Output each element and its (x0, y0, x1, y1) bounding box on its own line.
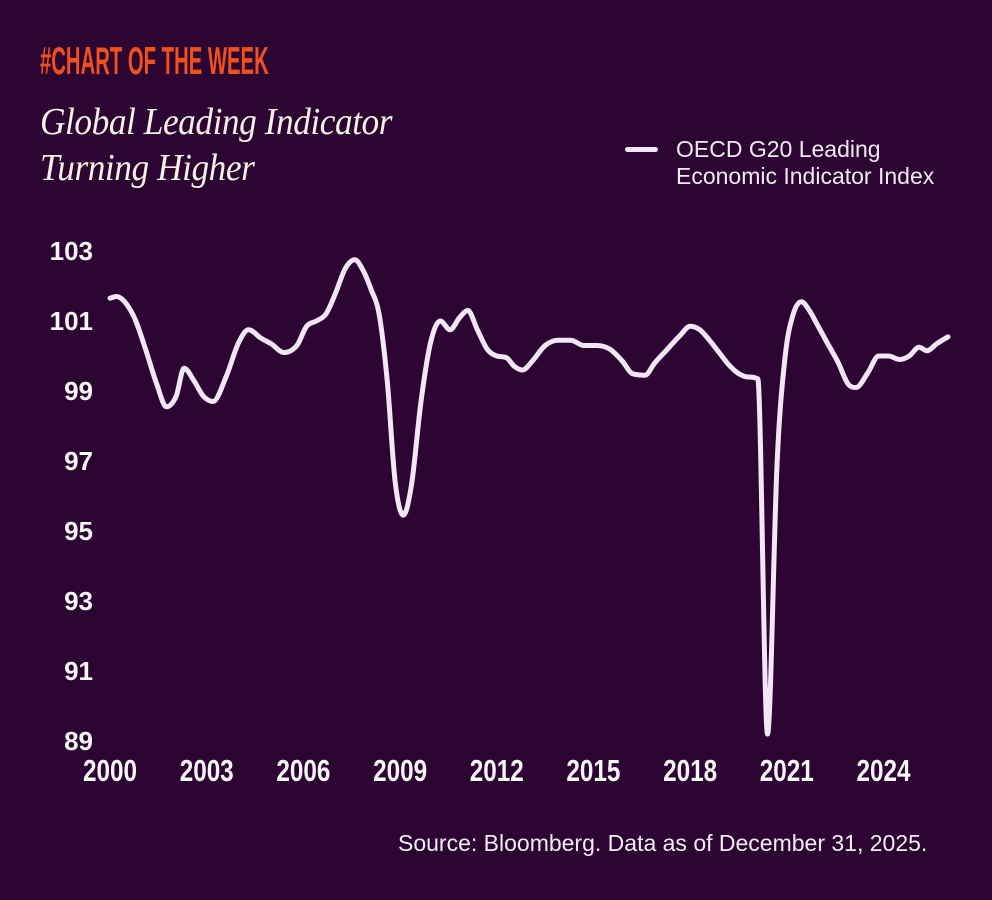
page-title: Global Leading Indicator Turning Higher (40, 100, 393, 191)
x-axis-tick-label: 2006 (276, 753, 330, 788)
y-axis-tick-label: 91 (64, 656, 93, 686)
series-line (107, 257, 951, 737)
y-axis-tick-label: 97 (64, 446, 93, 476)
y-axis-tick-label: 93 (64, 586, 93, 616)
y-axis-tick-label: 89 (64, 726, 93, 756)
x-axis-tick-label: 2012 (470, 753, 524, 788)
y-axis-tick-label: 95 (64, 516, 93, 546)
x-axis-tick-label: 2009 (373, 753, 427, 788)
legend-label-line1: OECD G20 Leading (676, 136, 881, 162)
x-axis-tick-label: 2021 (760, 753, 814, 788)
x-axis-tick-label: 2018 (663, 753, 717, 788)
y-axis: 103 101 99 97 95 93 91 89 (50, 236, 93, 756)
page-title-line2: Turning Higher (40, 146, 255, 189)
x-axis-tick-label: 2015 (566, 753, 620, 788)
legend: OECD G20 Leading Economic Indicator Inde… (625, 136, 934, 189)
x-axis-tick-label: 2024 (857, 753, 912, 788)
legend-label: OECD G20 Leading Economic Indicator Inde… (676, 136, 934, 189)
page-title-line1: Global Leading Indicator (40, 101, 393, 143)
legend-label-line2: Economic Indicator Index (676, 162, 935, 189)
chart-of-the-week-badge: #CHART OF THE WEEK (40, 40, 269, 83)
y-axis-tick-label: 101 (50, 306, 93, 336)
source-note: Source: Bloomberg. Data as of December 3… (398, 830, 928, 856)
y-axis-tick-label: 103 (50, 236, 93, 266)
x-axis: 2000 2003 2006 2009 2012 2015 2018 2021 2024 (83, 753, 911, 788)
y-axis-tick-label: 99 (64, 376, 93, 406)
x-axis-tick-label: 2000 (83, 753, 137, 788)
x-axis-tick-label: 2003 (180, 753, 234, 788)
legend-line-swatch (625, 147, 658, 152)
